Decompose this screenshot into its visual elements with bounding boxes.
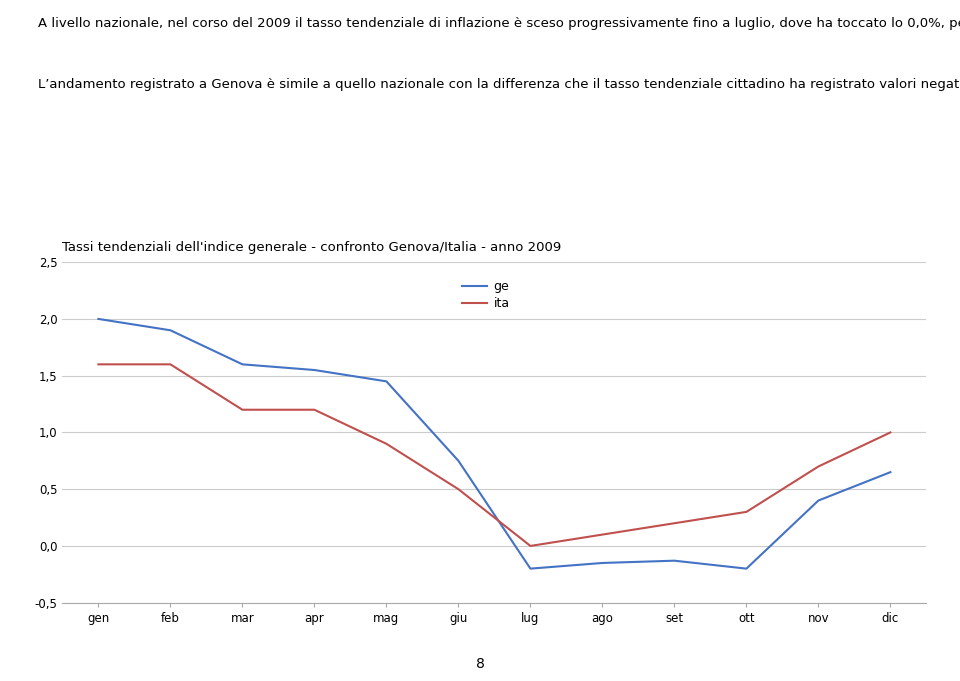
Text: 8: 8: [475, 656, 485, 671]
Legend: ge, ita: ge, ita: [458, 275, 515, 315]
Text: Tassi tendenziali dell'indice generale - confronto Genova/Italia - anno 2009: Tassi tendenziali dell'indice generale -…: [62, 241, 562, 254]
Text: L’andamento registrato a Genova è simile a quello nazionale con la differenza ch: L’andamento registrato a Genova è simile…: [38, 78, 960, 91]
Text: A livello nazionale, nel corso del 2009 il tasso tendenziale di inflazione è sce: A livello nazionale, nel corso del 2009 …: [38, 17, 960, 30]
